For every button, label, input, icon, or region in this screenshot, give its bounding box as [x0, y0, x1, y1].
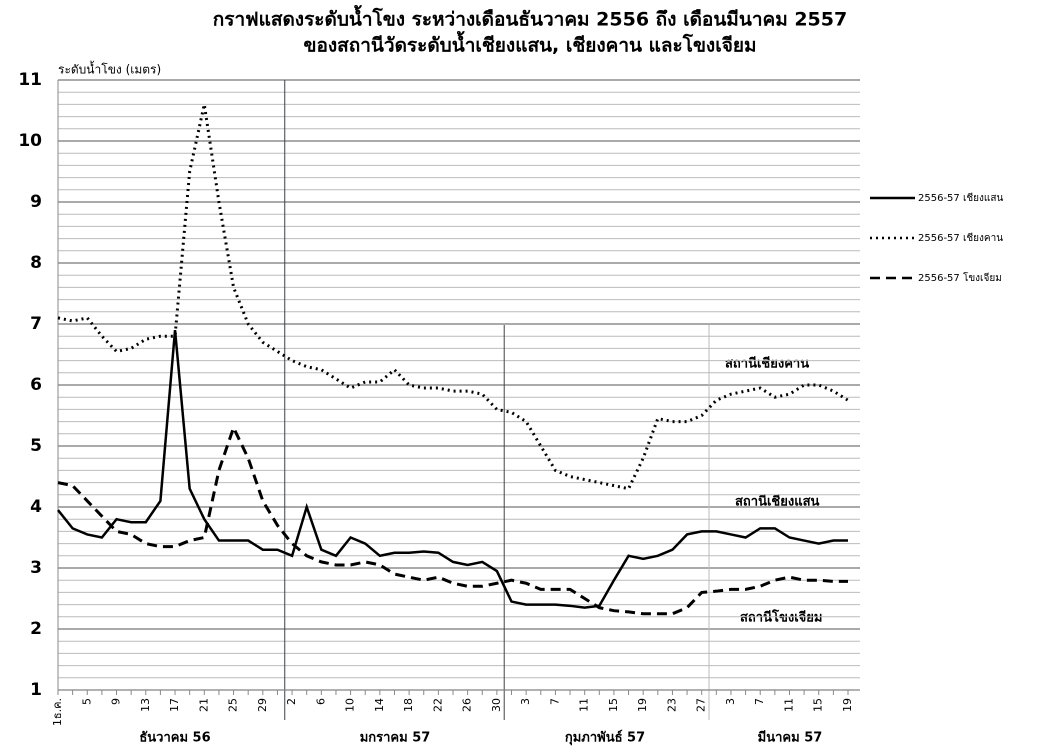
month-label: ธันวาคม 56: [139, 731, 210, 746]
month-label: กุมภาพันธ์ 57: [565, 730, 645, 746]
x-tick-label: 22: [431, 698, 444, 712]
legend-label: 2556-57 เชียงคาน: [918, 232, 1003, 244]
x-tick-label: 2: [285, 698, 298, 705]
y-tick-label: 9: [30, 192, 42, 212]
month-label: มีนาคม 57: [758, 730, 823, 746]
x-tick-label: 27: [695, 698, 708, 712]
y-tick-label: 10: [18, 131, 42, 151]
y-tick-label: 11: [18, 70, 42, 90]
x-tick-label: 19: [841, 698, 854, 712]
x-tick-label: 18: [402, 698, 415, 712]
x-tick-label: 26: [461, 698, 474, 712]
month-label: มกราคม 57: [360, 731, 431, 746]
y-tick-label: 5: [30, 436, 42, 456]
series-line: [57, 423, 848, 616]
x-tick-label: 1ธ.ค.: [51, 698, 64, 726]
y-tick-label: 8: [30, 253, 42, 273]
x-tick-label: 14: [373, 698, 386, 712]
x-tick-label: 5: [80, 698, 93, 705]
x-tick-label: 25: [227, 698, 240, 712]
x-tick-label: 6: [314, 698, 327, 705]
y-tick-label: 7: [30, 314, 42, 334]
x-tick-label: 13: [139, 698, 152, 712]
x-tick-label: 11: [578, 698, 591, 712]
legend-label: 2556-57 เชียงแสน: [918, 192, 1003, 204]
annotation: สถานีเชียงแสน: [735, 494, 820, 510]
chart-title: กราฟแสดงระดับน้ำโขง ระหว่างเดือนธันวาคม …: [213, 5, 847, 31]
y-tick-label: 3: [30, 558, 42, 578]
x-tick-label: 3: [519, 698, 532, 705]
annotation: สถานีเชียงคาน: [725, 356, 809, 372]
x-tick-label: 30: [490, 698, 503, 712]
y-tick-label: 6: [30, 375, 42, 395]
y-tick-label: 1: [30, 680, 42, 700]
x-tick-label: 9: [110, 698, 123, 705]
series-line: [57, 104, 849, 491]
x-tick-label: 10: [344, 698, 357, 712]
x-tick-label: 15: [812, 698, 825, 712]
y-tick-label: 4: [30, 497, 42, 517]
x-tick-label: 7: [753, 698, 766, 705]
y-axis-label: ระดับน้ำโขง (เมตร): [58, 61, 161, 77]
y-tick-label: 2: [30, 619, 42, 639]
x-tick-label: 7: [548, 698, 561, 705]
x-tick-label: 15: [607, 698, 620, 712]
x-tick-label: 3: [724, 698, 737, 705]
legend-label: 2556-57 โขงเจียม: [918, 271, 1002, 284]
x-tick-label: 23: [665, 698, 678, 712]
x-tick-label: 29: [256, 698, 269, 712]
chart-subtitle: ของสถานีวัดระดับน้ำเชียงแสน, เชียงคาน แล…: [303, 31, 756, 57]
series-line: [57, 329, 848, 609]
x-tick-label: 19: [636, 698, 649, 712]
x-tick-label: 21: [197, 698, 210, 712]
x-tick-label: 11: [782, 698, 795, 712]
x-tick-label: 17: [168, 698, 181, 712]
